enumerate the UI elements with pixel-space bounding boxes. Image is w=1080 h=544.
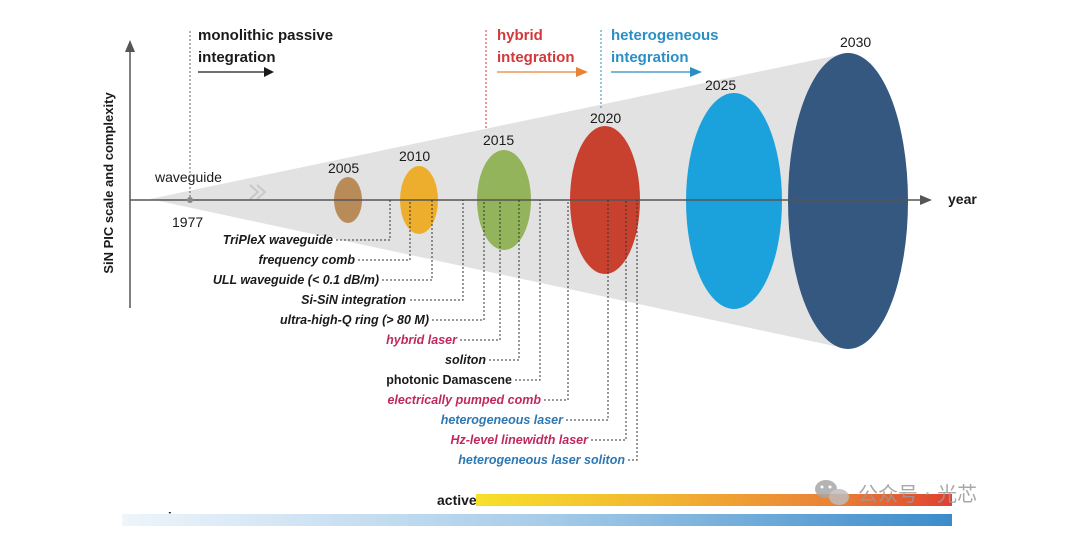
wechat-icon: [815, 480, 849, 505]
milestone-damascene: photonic Damascene: [386, 373, 512, 387]
year-label-2005: 2005: [328, 160, 359, 176]
milestone-soliton: soliton: [445, 353, 486, 367]
active-bar-label: active: [437, 492, 477, 508]
milestone-triplex: TriPleX waveguide: [223, 233, 333, 247]
ellipse-2025: [686, 93, 782, 309]
passive-heading-line2: integration: [198, 49, 276, 66]
axis-break-icon: [249, 184, 267, 200]
milestone-hetero-laser: heterogeneous laser: [441, 413, 564, 427]
hetero-heading-line2: integration: [611, 49, 689, 66]
wechat-watermark: 公众号 · 光芯: [815, 480, 977, 506]
year-label-2030: 2030: [840, 34, 871, 50]
year-label-2010: 2010: [399, 148, 430, 164]
milestone-hz-linewidth: Hz-level linewidth laser: [450, 433, 589, 447]
y-axis-label: SiN PIC scale and complexity: [101, 92, 116, 274]
watermark-text: 公众号 · 光芯: [858, 482, 977, 506]
ellipse-2030: [788, 53, 908, 349]
milestone-electric-comb: electrically pumped comb: [387, 393, 541, 407]
passive-bar: [122, 514, 952, 526]
hetero-heading-line1: heterogeneous: [611, 27, 719, 44]
milestone-frequency-comb: frequency comb: [258, 253, 355, 267]
start-point: [187, 197, 193, 203]
start-label: waveguide: [154, 169, 222, 185]
milestone-uhq-ring: ultra-high-Q ring (> 80 M): [280, 313, 429, 327]
x-axis-label: year: [948, 191, 977, 207]
hybrid-heading-line1: hybrid: [497, 27, 543, 44]
milestone-hetero-soliton: heterogeneous laser soliton: [458, 453, 625, 467]
year-label-2015: 2015: [483, 132, 514, 148]
milestone-si-sin: Si-SiN integration: [301, 293, 406, 307]
year-label-2020: 2020: [590, 110, 621, 126]
passive-heading-line1: monolithic passive: [198, 27, 333, 44]
hybrid-heading-line2: integration: [497, 49, 575, 66]
milestone-hybrid-laser: hybrid laser: [386, 333, 458, 347]
start-year: 1977: [172, 214, 203, 230]
milestone-leaders: [336, 200, 638, 461]
year-label-2025: 2025: [705, 77, 736, 93]
milestone-ull-waveguide: ULL waveguide (< 0.1 dB/m): [213, 273, 379, 287]
